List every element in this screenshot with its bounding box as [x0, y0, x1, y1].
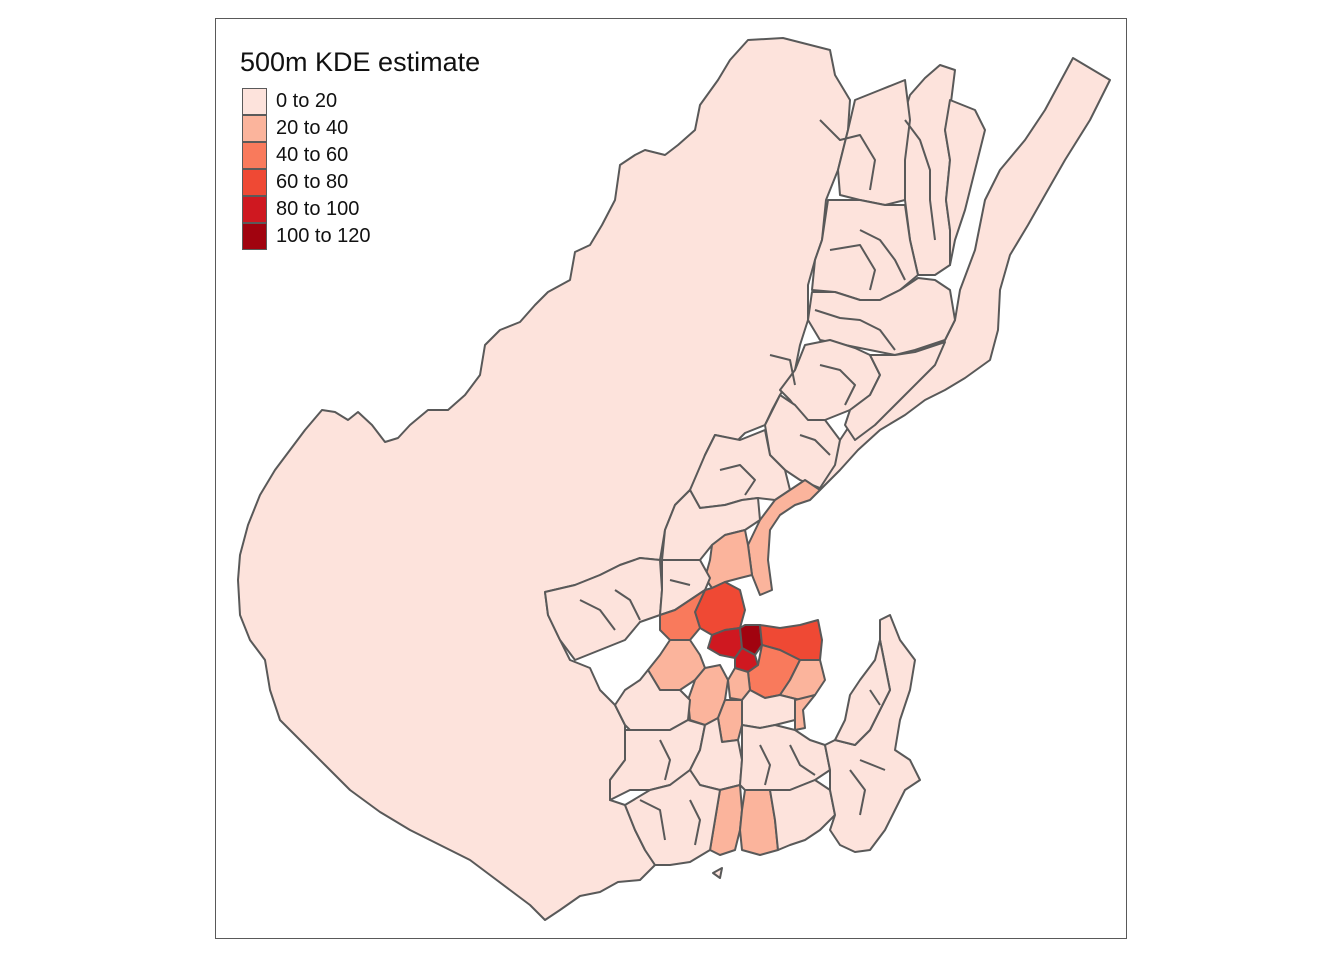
legend-item: 0 to 20 — [240, 88, 480, 115]
boundary-lines — [579, 119, 936, 846]
region-polygon[interactable] — [844, 341, 946, 441]
legend-swatch — [242, 115, 267, 142]
region-polygon[interactable] — [794, 694, 816, 731]
region-polygon[interactable] — [834, 639, 891, 746]
legend-swatch — [242, 196, 267, 223]
legend-item: 40 to 60 — [240, 142, 480, 169]
legend-title: 500m KDE estimate — [240, 47, 481, 77]
legend-swatch — [242, 169, 267, 196]
legend-item: 20 to 40 — [240, 115, 480, 142]
region-polygon[interactable] — [804, 57, 1111, 491]
region-polygon[interactable] — [944, 99, 986, 266]
legend-item: 80 to 100 — [240, 196, 480, 223]
region-polygon[interactable] — [811, 199, 919, 301]
legend-label: 40 to 60 — [276, 144, 349, 166]
legend-label: 0 to 20 — [276, 90, 338, 112]
region-polygon[interactable] — [712, 867, 723, 879]
legend-item: 100 to 120 — [240, 223, 480, 250]
legend-swatch — [242, 142, 267, 169]
legend-label: 80 to 100 — [276, 198, 360, 220]
region-polygon[interactable] — [747, 479, 821, 596]
region-polygon[interactable] — [237, 37, 851, 921]
region-polygon[interactable] — [769, 779, 836, 851]
legend-label: 60 to 80 — [276, 171, 349, 193]
legend-label: 20 to 40 — [276, 117, 349, 139]
legend-item: 60 to 80 — [240, 169, 480, 196]
legend-swatch — [242, 88, 267, 115]
map-legend: 500m KDE estimate 0 to 20 20 to 40 40 to… — [240, 46, 480, 250]
region-polygon[interactable] — [659, 589, 706, 641]
legend-label: 100 to 120 — [276, 225, 371, 247]
legend-items: 0 to 20 20 to 40 40 to 60 60 to 80 80 to… — [240, 88, 480, 250]
region-polygon[interactable] — [837, 79, 911, 206]
legend-swatch — [242, 223, 267, 250]
